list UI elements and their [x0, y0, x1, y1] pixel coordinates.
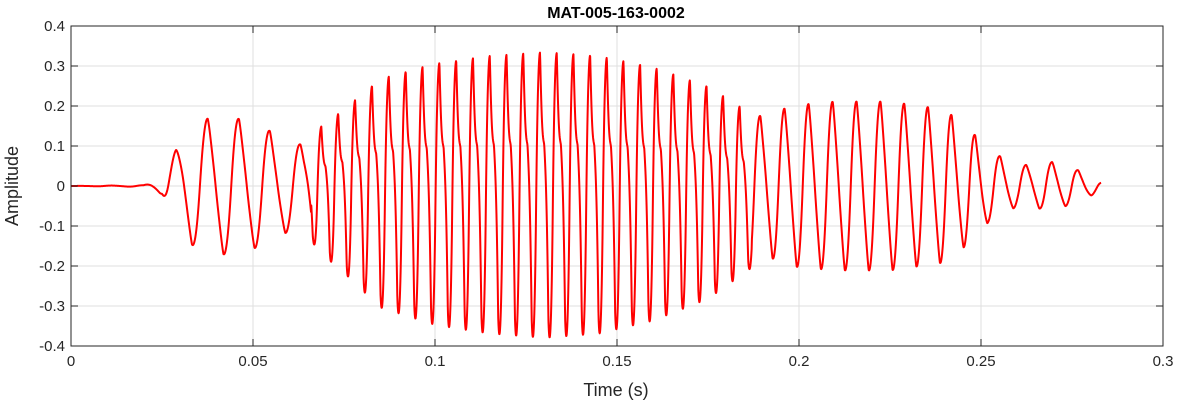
- x-axis-tick-labels: 0 0.05 0.1 0.15 0.2 0.25 0.3: [67, 353, 1174, 370]
- y-tick-label: -0.2: [39, 258, 65, 275]
- x-tick-label: 0.15: [602, 353, 631, 370]
- x-tick-label: 0: [67, 353, 75, 370]
- y-tick-label: -0.3: [39, 298, 65, 315]
- chart-title: MAT-005-163-0002: [547, 5, 685, 22]
- y-tick-label: 0.1: [44, 138, 65, 155]
- y-tick-label: 0.2: [44, 98, 65, 115]
- x-tick-label: 0.1: [425, 353, 446, 370]
- x-tick-label: 0.3: [1153, 353, 1174, 370]
- y-axis-tick-labels: -0.4 -0.3 -0.2 -0.1 0 0.1 0.2 0.3 0.4: [39, 18, 65, 355]
- grid-lines: [70, 25, 1164, 347]
- axis-ticks: [70, 25, 1164, 347]
- x-tick-label: 0.2: [789, 353, 810, 370]
- y-tick-label: 0: [57, 178, 65, 195]
- y-tick-label: -0.4: [39, 338, 65, 355]
- y-tick-label: 0.4: [44, 18, 65, 35]
- y-axis-label: Amplitude: [2, 146, 22, 226]
- x-tick-label: 0.05: [238, 353, 267, 370]
- x-tick-label: 0.25: [966, 353, 995, 370]
- series-line-amplitude: [71, 51, 1102, 339]
- x-axis-label: Time (s): [583, 380, 648, 400]
- y-tick-label: 0.3: [44, 58, 65, 75]
- y-tick-label: -0.1: [39, 218, 65, 235]
